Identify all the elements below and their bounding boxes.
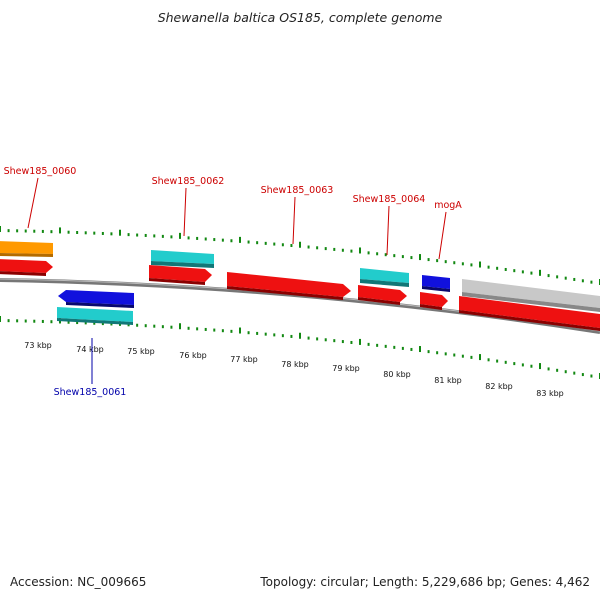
tick-label: 82 kbp — [485, 382, 513, 391]
gene-label[interactable]: Shew185_0060 — [4, 166, 77, 177]
map-title: Shewanella baltica OS185, complete genom… — [158, 10, 443, 25]
tick-label: 76 kbp — [179, 351, 207, 360]
feature-teal-0064[interactable] — [360, 268, 409, 287]
gene-labels: Shew185_0060 Shew185_0061 Shew185_0062 Shew… — [4, 166, 463, 398]
inner-dotted-ring — [0, 316, 600, 379]
tick-label: 77 kbp — [230, 355, 258, 364]
gene-label[interactable]: Shew185_0063 — [261, 185, 334, 196]
tick-label: 83 kbp — [536, 389, 564, 398]
gene-label[interactable]: Shew185_0064 — [353, 194, 426, 205]
feature-grey[interactable] — [462, 279, 600, 312]
cds-forward-moga[interactable] — [420, 292, 448, 310]
tick-label: 75 kbp — [127, 347, 155, 356]
gene-leader-line — [438, 211, 447, 260]
feature-orange[interactable] — [0, 241, 53, 257]
gene-leader-line — [183, 187, 187, 237]
rna-reverse-0061[interactable] — [57, 307, 133, 325]
gene-label[interactable]: mogA — [434, 200, 462, 211]
cds-forward-0063[interactable] — [227, 272, 351, 300]
tick-label: 73 kbp — [24, 341, 52, 350]
tick-label: 74 kbp — [76, 345, 104, 354]
cds-forward-0062[interactable] — [149, 265, 212, 285]
outer-dotted-ring — [0, 226, 600, 285]
gene-label[interactable]: Shew185_0061 — [54, 387, 127, 398]
genome-summary-text: Topology: circular; Length: 5,229,686 bp… — [259, 575, 590, 589]
feature-teal-0062[interactable] — [151, 250, 214, 268]
tick-label: 79 kbp — [332, 364, 360, 373]
tick-labels: 73 kbp 74 kbp 75 kbp 76 kbp 77 kbp 78 kbp 79 k… — [24, 341, 564, 398]
gene-leader-line — [292, 196, 296, 245]
tick-label: 78 kbp — [281, 360, 309, 369]
tick-label: 81 kbp — [434, 376, 462, 385]
tick-label: 80 kbp — [383, 370, 411, 379]
gene-leader-line — [386, 205, 390, 256]
cds-forward-0060[interactable] — [0, 259, 53, 276]
cds-forward-0064[interactable] — [358, 285, 407, 305]
feature-blue-moga[interactable] — [422, 275, 450, 292]
gene-leader-line — [27, 177, 39, 229]
cds-reverse-0061[interactable] — [58, 290, 134, 308]
accession-text: Accession: NC_009665 — [10, 575, 146, 589]
gene-label[interactable]: Shew185_0062 — [152, 176, 225, 187]
cds-forward-long[interactable] — [459, 296, 600, 331]
